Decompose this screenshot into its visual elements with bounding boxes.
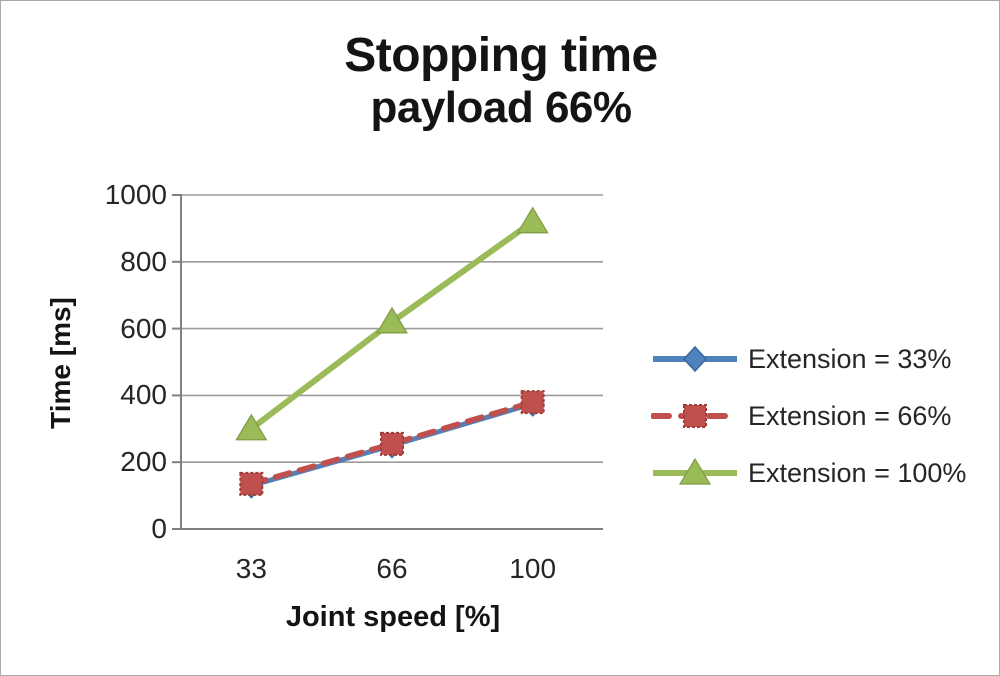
square-marker-icon [683, 404, 707, 428]
legend-label: Extension = 66% [748, 400, 952, 431]
legend-item: Extension = 33% [651, 342, 991, 376]
x-axis-title: Joint speed [%] [285, 601, 501, 633]
diamond-marker-icon [682, 345, 708, 373]
legend-label: Extension = 100% [748, 457, 967, 488]
y-tick-label: 800 [120, 245, 167, 277]
legend-item: Extension = 100% [651, 456, 991, 490]
legend-item: Extension = 66% [651, 399, 991, 433]
legend: Extension = 33% Extension = 66% Extensio… [651, 342, 991, 490]
y-tick-label: 600 [120, 312, 167, 344]
x-tick-label: 33 [235, 553, 267, 584]
triangle-marker-icon [678, 457, 712, 485]
triangle-marker-icon [235, 413, 268, 441]
y-tick-label: 200 [120, 446, 167, 478]
x-tick-label: 66 [376, 553, 408, 584]
title-block: Stopping time payload 66% [1, 29, 999, 132]
series-line [248, 399, 536, 487]
x-tick-label: 100 [509, 553, 557, 584]
triangle-marker-icon [516, 206, 549, 234]
legend-line-diamond-icon [653, 345, 737, 373]
y-tick-label: 0 [151, 513, 167, 544]
square-marker-icon [239, 471, 264, 496]
y-axis-title: Time [ms] [45, 297, 76, 429]
y-tick-label: 1000 [104, 179, 167, 210]
legend-line-triangle-icon [653, 457, 737, 485]
legend-line-square-icon [651, 404, 739, 428]
chart-title: Stopping time [344, 29, 658, 82]
square-marker-icon [380, 431, 404, 456]
triangle-marker-icon [375, 306, 409, 334]
square-marker-icon [520, 390, 545, 415]
y-tick-label: 400 [120, 379, 167, 411]
legend-label: Extension = 33% [748, 343, 952, 374]
chart-subtitle: payload 66% [370, 82, 632, 132]
